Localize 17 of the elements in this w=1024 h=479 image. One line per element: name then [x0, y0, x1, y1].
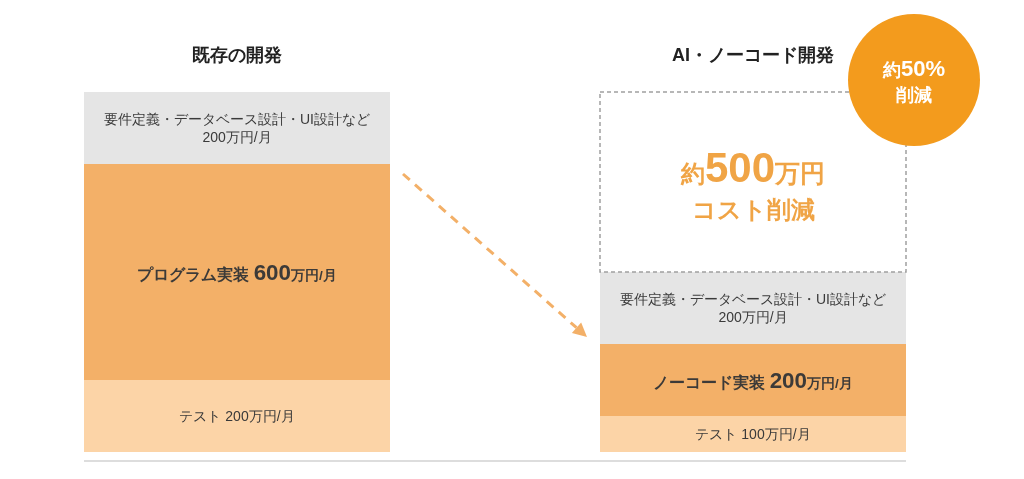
- bar: [600, 416, 906, 452]
- x-tick-label: AI・ノーコード開発: [672, 45, 834, 65]
- data-label: 要件定義・データベース設計・UI設計など 200万円/月: [104, 110, 370, 146]
- data-label: 約500万円コスト削減: [679, 143, 826, 223]
- data-label: ノーコード実装 200万円/月: [653, 368, 853, 394]
- bar: [84, 380, 390, 452]
- note: 約50% 削減: [848, 14, 980, 146]
- bar: [84, 92, 390, 164]
- data-label: テスト 200万円/月: [179, 408, 295, 424]
- data-label: 要件定義・データベース設計・UI設計など 200万円/月: [620, 290, 886, 326]
- x-tick-label: 既存の開発: [192, 45, 282, 65]
- bar: [600, 344, 906, 416]
- bar: [84, 164, 390, 380]
- data-label: テスト 100万円/月: [695, 426, 811, 442]
- bar: [600, 272, 906, 344]
- annotation: 約50% 削減: [881, 56, 946, 105]
- data-label: プログラム実装 600万円/月: [137, 260, 337, 286]
